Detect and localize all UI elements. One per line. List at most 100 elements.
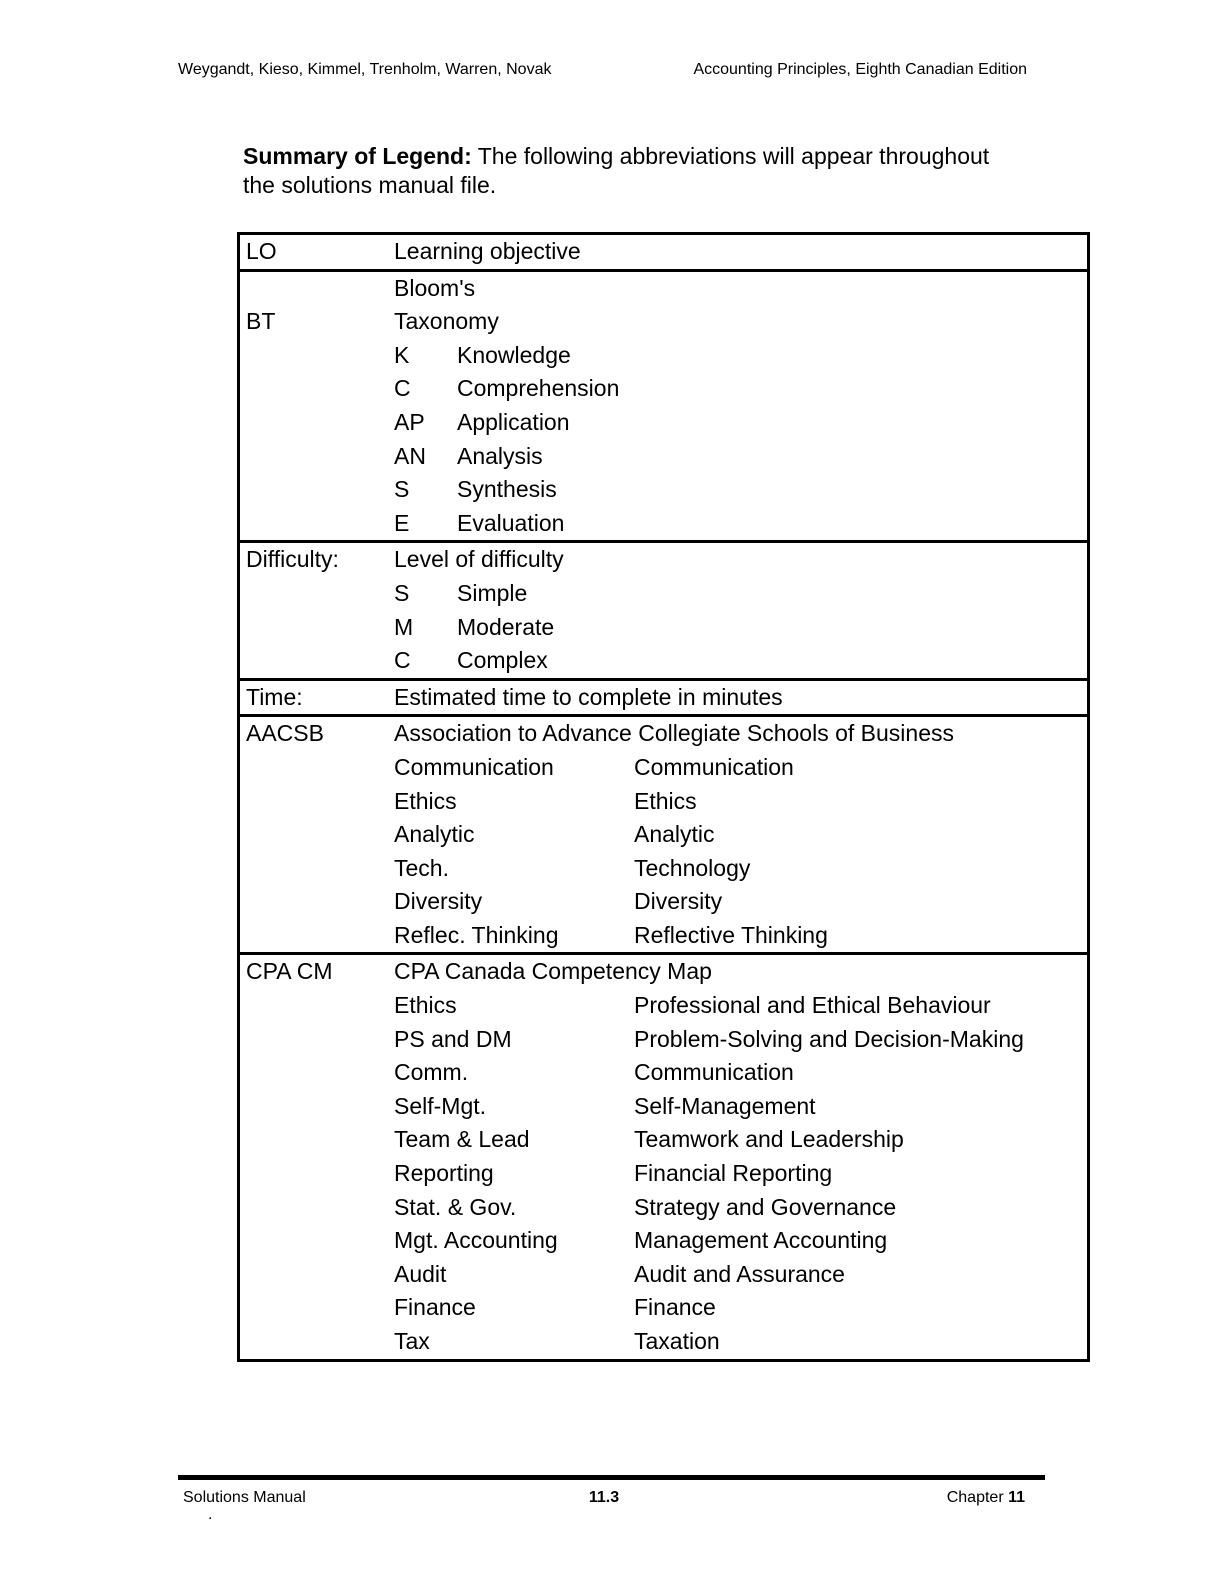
footer-page-number: 11.3 [588, 1489, 620, 1506]
legend-item-row: C Comprehension [394, 372, 1087, 406]
item-abbreviation: Stat. & Gov. [394, 1193, 517, 1220]
legend-item-row: S Simple [394, 577, 1087, 611]
item-abbreviation: AP [394, 408, 425, 435]
item-abbreviation: S [394, 476, 410, 503]
footer-rule [178, 1475, 1045, 1480]
legend-item-row: Communication Communication [394, 751, 1087, 785]
legend-item-row: Reporting Financial Reporting [394, 1157, 1087, 1191]
footer-chapter-number: 11 [1008, 1489, 1026, 1506]
section-heading: Association to Advance Collegiate School… [394, 720, 954, 747]
legend-item-row: Finance Finance [394, 1291, 1087, 1325]
section-label: CPA CM [246, 958, 333, 985]
item-description: Synthesis [457, 476, 557, 503]
legend-item-row: Comm. Communication [394, 1056, 1087, 1090]
item-abbreviation: Finance [394, 1294, 476, 1321]
item-description: Management Accounting [634, 1227, 888, 1254]
section-label: LO [246, 238, 277, 264]
item-description: Ethics [634, 787, 697, 814]
header-authors: Weygandt, Kieso, Kimmel, Trenholm, Warre… [178, 61, 552, 78]
item-description: Problem-Solving and Decision-Making [634, 1025, 1024, 1052]
item-description: Professional and Ethical Behaviour [634, 992, 991, 1019]
item-description: Comprehension [457, 375, 620, 402]
item-description: Reflective Thinking [634, 921, 828, 948]
item-abbreviation: C [394, 375, 411, 402]
legend-section-row: CPA CM CPA Canada Competency Map Ethics Pro… [240, 952, 1087, 1358]
item-abbreviation: PS and DM [394, 1025, 512, 1052]
item-abbreviation: Reporting [394, 1160, 494, 1187]
item-description: Application [457, 408, 570, 435]
legend-item-row: Analytic Analytic [394, 818, 1087, 852]
item-description: Financial Reporting [634, 1160, 833, 1187]
item-abbreviation: Team & Lead [394, 1126, 530, 1153]
section-heading: Level of difficulty [394, 546, 564, 573]
item-abbreviation: AN [394, 442, 426, 469]
section-label: Difficulty: [246, 546, 339, 573]
item-description: Evaluation [457, 509, 565, 536]
section-content: CPA Canada Competency Map Ethics Professio… [394, 955, 1087, 1358]
item-abbreviation: Diversity [394, 888, 483, 915]
item-description: Complex [457, 647, 548, 674]
legend-item-row: Ethics Ethics [394, 785, 1087, 819]
legend-item-row: Self-Mgt. Self-Management [394, 1090, 1087, 1124]
item-abbreviation: Reflec. Thinking [394, 921, 559, 948]
legend-item-row: E Evaluation [394, 507, 1087, 541]
section-label: AACSB [246, 720, 324, 747]
item-abbreviation: Tax [394, 1328, 430, 1354]
legend-section-row: BT Bloom's Taxonomy K Knowledge C Comprehensi… [240, 268, 1087, 541]
legend-section-row: LO Learning objective [240, 235, 1087, 269]
intro-lead-bold: Summary of Legend: [243, 143, 472, 169]
item-abbreviation: C [394, 647, 411, 674]
item-description: Teamwork and Leadership [634, 1126, 904, 1153]
item-description: Communication [634, 1059, 794, 1086]
item-abbreviation: E [394, 509, 410, 536]
section-content: Estimated time to complete in minutes [394, 681, 1087, 715]
item-abbreviation: Ethics [394, 992, 457, 1019]
legend-item-row: Tax Taxation [394, 1325, 1087, 1359]
legend-item-row: PS and DM Problem-Solving and Decision-Ma… [394, 1023, 1087, 1057]
stray-period-mark: . [208, 1506, 213, 1523]
page-footer: Solutions Manual 11.3 Chapter 11 [178, 1489, 1045, 1507]
item-description: Moderate [457, 613, 555, 640]
item-description: Analysis [457, 442, 543, 469]
item-description: Strategy and Governance [634, 1193, 897, 1220]
section-label: Time: [246, 683, 303, 710]
item-abbreviation: Ethics [394, 787, 457, 814]
intro-body-text: The following abbreviations will appear … [243, 143, 990, 198]
item-description: Technology [634, 854, 751, 881]
footer-chapter-prefix: Chapter [946, 1489, 1009, 1506]
item-abbreviation: Audit [394, 1260, 447, 1287]
legend-item-row: Audit Audit and Assurance [394, 1258, 1087, 1292]
legend-section-row: Time: Estimated time to complete in minut… [240, 677, 1087, 715]
item-abbreviation: Self-Mgt. [394, 1092, 487, 1119]
legend-item-row: Stat. & Gov. Strategy and Governance [394, 1191, 1087, 1225]
legend-item-row: Reflec. Thinking Reflective Thinking [394, 919, 1087, 953]
item-abbreviation: S [394, 579, 410, 606]
legend-section-row: AACSB Association to Advance Collegiate S… [240, 714, 1087, 952]
item-abbreviation: Mgt. Accounting [394, 1227, 558, 1254]
item-abbreviation: K [394, 341, 410, 368]
item-description: Taxation [634, 1328, 720, 1354]
section-content: Bloom's Taxonomy K Knowledge C Comprehension… [394, 272, 1087, 541]
legend-item-row: Mgt. Accounting Management Accounting [394, 1224, 1087, 1258]
section-heading: Estimated time to complete in minutes [394, 683, 783, 710]
section-content: Learning objective [394, 235, 1087, 269]
summary-of-legend-paragraph: Summary of Legend: The following abbrevi… [243, 142, 1008, 200]
legend-item-row: K Knowledge [394, 339, 1087, 373]
section-heading: Learning objective [394, 238, 581, 264]
item-description: Diversity [634, 888, 723, 915]
item-description: Audit and Assurance [634, 1260, 845, 1287]
section-heading: CPA Canada Competency Map [394, 958, 712, 985]
legend-item-row: Tech. Technology [394, 852, 1087, 886]
item-abbreviation: Tech. [394, 854, 449, 881]
legend-item-row: Ethics Professional and Ethical Behaviour [394, 989, 1087, 1023]
legend-item-row: AP Application [394, 406, 1087, 440]
item-description: Finance [634, 1294, 716, 1321]
legend-section-row: Difficulty: Level of difficulty S Simple M Mo… [240, 540, 1087, 677]
legend-item-row: S Synthesis [394, 473, 1087, 507]
legend-item-row: Diversity Diversity [394, 885, 1087, 919]
section-content: Level of difficulty S Simple M Moderate C Comp… [394, 543, 1087, 677]
header-book-title: Accounting Principles, Eighth Canadian E… [693, 61, 1027, 78]
section-label: BT [246, 308, 276, 335]
item-description: Communication [634, 753, 794, 780]
